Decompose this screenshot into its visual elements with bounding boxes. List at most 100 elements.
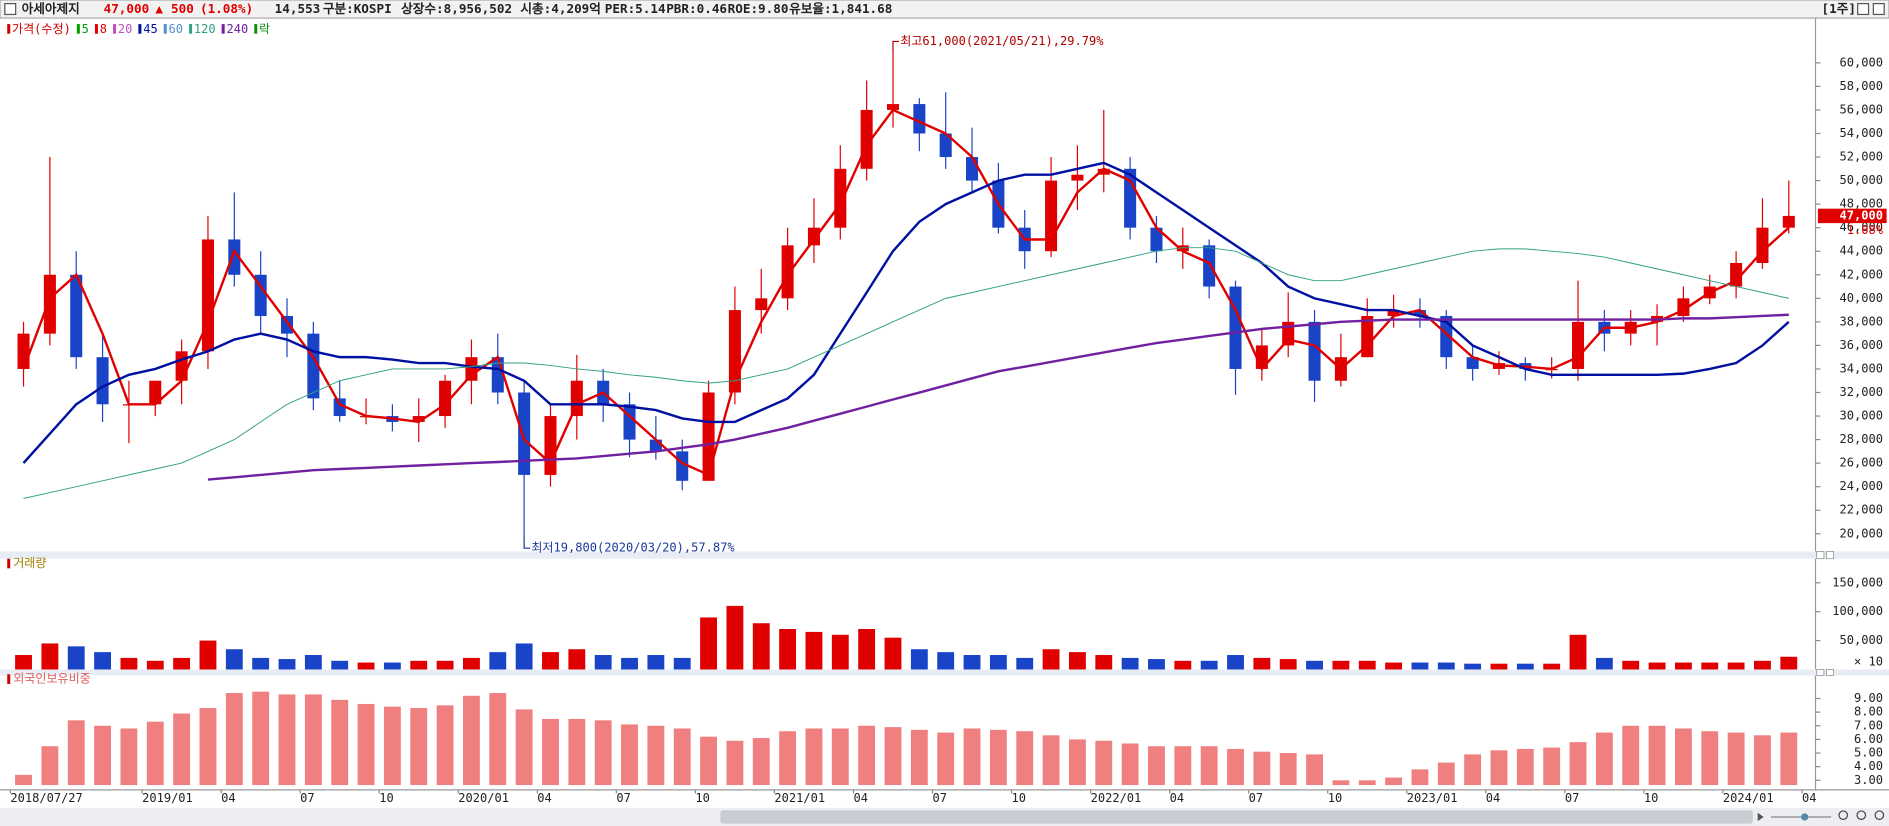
- bar: [41, 746, 59, 786]
- bar: [779, 731, 797, 786]
- y-tick-label: 38,000: [1839, 314, 1882, 328]
- bar: [1754, 735, 1771, 786]
- x-tick-label: 04: [853, 791, 868, 805]
- scroll-arrow[interactable]: [1757, 812, 1764, 822]
- x-tick-label: 07: [616, 791, 631, 805]
- bar: [937, 652, 955, 670]
- bar: [1437, 762, 1455, 786]
- bar: [1200, 660, 1218, 670]
- zoom-in[interactable]: [1856, 810, 1867, 820]
- moving-average: [207, 313, 1789, 481]
- bar: [963, 655, 981, 670]
- panel-title: 외국인보유비중: [13, 672, 91, 686]
- bar: [673, 657, 691, 670]
- candle-body: [175, 351, 188, 381]
- candle-body: [1387, 310, 1400, 316]
- candle-body: [570, 380, 583, 417]
- bar: [1121, 743, 1139, 786]
- legend-label: 락: [259, 22, 270, 36]
- bar: [1464, 663, 1482, 670]
- zoom-reset[interactable]: [1874, 810, 1885, 820]
- y-tick-label: 30,000: [1839, 409, 1882, 423]
- x-tick-label: 2024/01: [1723, 791, 1774, 805]
- bar: [1595, 732, 1613, 786]
- market: 구분:KOSPI: [323, 1, 392, 16]
- candle-body: [1308, 321, 1321, 381]
- bar: [67, 646, 85, 670]
- checkbox[interactable]: [4, 3, 17, 16]
- candle-body: [1440, 315, 1453, 358]
- y-tick-label: 26,000: [1839, 456, 1882, 470]
- panel-button[interactable]: [1825, 669, 1834, 676]
- x-tick-label: 2021/01: [774, 791, 825, 805]
- legend-swatch: [254, 24, 258, 34]
- candle-body: [1466, 357, 1479, 369]
- y-tick-label: 52,000: [1839, 150, 1882, 164]
- legend-label: 20: [118, 22, 133, 36]
- candle-body: [149, 380, 162, 405]
- legend-label: 120: [194, 22, 216, 36]
- zoom-knob[interactable]: [1801, 813, 1809, 821]
- bar: [1332, 780, 1350, 786]
- legend-swatch: [113, 24, 117, 34]
- bar: [1569, 742, 1587, 786]
- scroll-thumb[interactable]: [720, 810, 1753, 824]
- panel-button[interactable]: [1816, 551, 1825, 560]
- candle-body: [623, 404, 636, 440]
- bar: [94, 725, 112, 786]
- bar: [594, 720, 612, 786]
- bar: [278, 694, 296, 786]
- bar: [1042, 735, 1060, 786]
- bar: [989, 655, 1007, 670]
- bar: [1095, 740, 1113, 786]
- panel-title-swatch: [7, 674, 11, 684]
- bar: [1016, 657, 1034, 670]
- minimize-button[interactable]: [1857, 3, 1870, 16]
- y-tick-label: 46,000: [1839, 220, 1882, 234]
- bar: [199, 640, 217, 670]
- zoom-out[interactable]: [1838, 810, 1849, 820]
- y-tick-label: 58,000: [1839, 79, 1882, 93]
- bar: [1674, 662, 1692, 670]
- legend-label: 가격(수정): [12, 22, 71, 36]
- x-tick-label: 2019/01: [142, 791, 193, 805]
- bar: [146, 660, 164, 670]
- bar: [1306, 754, 1323, 786]
- bar: [1016, 731, 1034, 786]
- bar: [542, 652, 559, 670]
- bar: [1648, 725, 1666, 786]
- x-tick-label: 04: [1170, 791, 1185, 805]
- candle-body: [228, 239, 241, 275]
- bar: [463, 657, 480, 670]
- volume: 14,553: [275, 1, 321, 16]
- unit-label: × 10: [1854, 655, 1883, 669]
- period[interactable]: [1주]: [1822, 1, 1856, 16]
- bar: [1701, 731, 1719, 786]
- x-tick-label: 07: [933, 791, 948, 805]
- candle-body: [518, 392, 531, 475]
- panel-button[interactable]: [1816, 669, 1825, 676]
- bar: [1174, 746, 1192, 786]
- x-tick-label: 2018/07/27: [10, 791, 82, 805]
- bar: [1095, 655, 1113, 670]
- candle-body: [254, 274, 267, 316]
- close-button[interactable]: [1872, 3, 1885, 16]
- candle-body: [1413, 310, 1426, 316]
- panel-button[interactable]: [1825, 551, 1834, 560]
- candle-body: [676, 451, 689, 481]
- y-tick-label: 28,000: [1839, 432, 1882, 446]
- candle-body: [465, 357, 478, 381]
- candle-body: [781, 245, 794, 299]
- bar: [383, 706, 401, 786]
- moving-average: [22, 108, 1790, 477]
- x-tick-label: 2023/01: [1407, 791, 1458, 805]
- bar: [568, 718, 586, 786]
- bar: [647, 725, 665, 786]
- y-tick-label: 4.00: [1854, 759, 1883, 773]
- candle-body: [17, 333, 30, 369]
- bar: [225, 693, 243, 786]
- panel-divider: [0, 669, 1889, 676]
- bar: [621, 657, 638, 670]
- candle-body: [412, 416, 425, 422]
- y-tick-label: 9.00: [1854, 691, 1883, 705]
